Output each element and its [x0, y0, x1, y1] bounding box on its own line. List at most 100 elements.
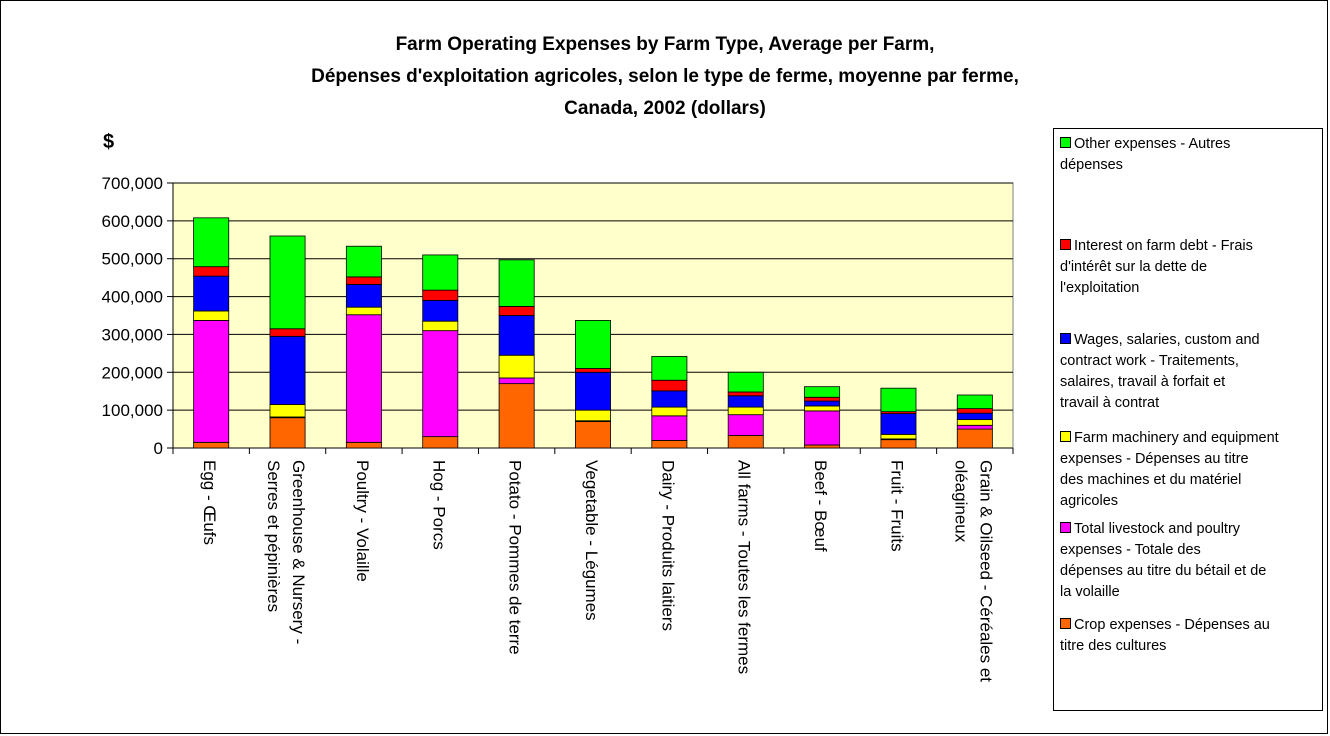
- bar-segment-wages: [956, 412, 993, 421]
- stacked-bar-chart: 0 100,000 200,000 300,000 400,000 500,000 600,…: [102, 174, 1014, 682]
- bar-segment-wages: [422, 299, 459, 322]
- bar-segment-crop: [804, 444, 841, 449]
- bar-segment-crop: [345, 441, 382, 449]
- bar-segment-wages: [498, 315, 535, 356]
- bar-segment-other: [651, 355, 688, 381]
- x-tick-label: Greenhouse & Nursery -: [289, 460, 308, 644]
- bar-segment-machinery: [498, 354, 535, 379]
- legend-item-label: la volaille: [1060, 584, 1120, 600]
- bar-segment-machinery: [804, 405, 841, 412]
- bar-segment-wages: [804, 400, 841, 407]
- legend-item-label: d'intérêt sur la dette de: [1060, 259, 1208, 275]
- bar-segment-other: [345, 245, 382, 278]
- bar-segment-interest: [804, 396, 841, 402]
- bar-segment-machinery: [193, 310, 230, 321]
- legend-item-machinery: Farm machinery and equipment expenses - D…: [1060, 428, 1320, 512]
- x-tick-label: oléagineux: [951, 460, 970, 543]
- y-tick-label: 500,000: [102, 250, 163, 269]
- legend-item-label: titre des cultures: [1060, 638, 1167, 654]
- bar-segment-machinery: [651, 406, 688, 417]
- chart-title-line-1: Farm Operating Expenses by Farm Type, Av…: [395, 34, 935, 55]
- bar-segment-wages: [575, 371, 611, 411]
- bar-segment-other: [727, 371, 764, 393]
- x-tick-label: All farms - Toutes les fermes: [735, 460, 754, 674]
- legend-item-crop: Crop expenses - Dépenses au titre des cul…: [1060, 615, 1320, 657]
- bar-segment-machinery: [727, 406, 764, 416]
- y-tick-label: 200,000: [102, 363, 163, 382]
- x-tick-label: Vegetable - Légumes: [582, 460, 601, 621]
- bar-segment-machinery: [956, 419, 993, 426]
- legend-item-label: Total livestock and poultry: [1060, 519, 1320, 540]
- x-tick-label: Serres et pépinières: [264, 460, 283, 612]
- legend-item-label: Farm machinery and equipment: [1060, 428, 1320, 449]
- y-axis-label: $: [103, 131, 115, 153]
- bar-segment-crop: [422, 436, 459, 449]
- x-tick-label: Grain & Oilseed - Céréales et: [976, 460, 995, 682]
- legend-swatch: [1060, 137, 1071, 148]
- bar-segment-crop: [498, 383, 535, 449]
- bar-segment-machinery: [422, 320, 459, 332]
- legend-swatch: [1060, 333, 1071, 344]
- bar-segment-livestock: [345, 314, 382, 443]
- legend-item-label: Crop expenses - Dépenses au: [1060, 615, 1320, 636]
- legend: Other expenses - Autres dépenses Interest …: [1053, 128, 1323, 711]
- bar-segment-crop: [956, 428, 993, 449]
- legend-item-label: Other expenses - Autres: [1060, 134, 1320, 155]
- bar-segment-crop: [651, 440, 688, 449]
- x-tick-label: Fruit - Fruits: [887, 460, 906, 552]
- y-tick-label: 400,000: [102, 288, 163, 307]
- bar-segment-crop: [269, 417, 306, 449]
- legend-item-other: Other expenses - Autres dépenses: [1060, 134, 1320, 176]
- bar-segment-crop: [193, 441, 230, 449]
- legend-item-wages: Wages, salaries, custom and contract work…: [1060, 330, 1320, 414]
- bar-segment-interest: [651, 379, 688, 392]
- legend-item-label: Wages, salaries, custom and: [1060, 330, 1320, 351]
- legend-item-label: salaires, travail à forfait et: [1060, 374, 1226, 390]
- bar-segment-livestock: [422, 330, 459, 438]
- legend-item-label: expenses - Totale des: [1060, 542, 1201, 558]
- chart-title-line-2: Dépenses d'exploitation agricoles, selon…: [311, 66, 1019, 87]
- legend-item-label: dépenses: [1060, 157, 1123, 173]
- y-tick-label: 600,000: [102, 212, 163, 231]
- legend-swatch: [1060, 431, 1071, 442]
- y-tick-label: 700,000: [102, 174, 163, 193]
- legend-swatch: [1060, 522, 1071, 533]
- bar-segment-crop: [727, 435, 764, 449]
- x-tick-label: Poultry - Volaille: [353, 460, 372, 582]
- bar-segment-wages: [269, 335, 306, 405]
- bar-segment-crop: [880, 439, 917, 449]
- bar-segment-interest: [193, 266, 230, 277]
- bar-segment-wages: [880, 413, 917, 435]
- bar-segment-machinery: [880, 433, 917, 440]
- bar-segment-other: [575, 320, 611, 369]
- x-tick-label: Egg - Œufs: [200, 460, 219, 545]
- bar-segment-other: [422, 254, 459, 291]
- bar-segment-livestock: [956, 424, 993, 430]
- bar-segment-machinery: [575, 409, 611, 422]
- bar-segment-wages: [727, 395, 764, 408]
- bar-segment-interest: [575, 368, 611, 373]
- x-tick-label: Beef - Bœuf: [811, 460, 830, 552]
- x-tick-label: Dairy - Produits laitiers: [658, 460, 677, 631]
- bar-segment-livestock: [651, 415, 688, 441]
- legend-item-label: dépenses au titre du bétail et de: [1060, 563, 1267, 579]
- bar-segment-livestock: [193, 320, 230, 443]
- x-tick-label: Potato - Pommes de terre: [506, 460, 525, 655]
- legend-item-label: travail à contrat: [1060, 395, 1160, 411]
- y-tick-label: 300,000: [102, 325, 163, 344]
- y-tick-label: 100,000: [102, 401, 163, 420]
- bar-segment-interest: [269, 328, 306, 337]
- bar-segment-other: [804, 386, 841, 398]
- bar-segment-interest: [956, 408, 993, 414]
- legend-item-label: Interest on farm debt - Frais: [1060, 236, 1320, 257]
- bar-segment-livestock: [727, 414, 764, 436]
- legend-item-label: contract work - Traitements,: [1060, 353, 1239, 369]
- bar-segment-interest: [727, 391, 764, 397]
- bar-segment-wages: [345, 284, 382, 308]
- y-tick-label: 0: [154, 439, 163, 458]
- bar-segment-interest: [498, 306, 535, 316]
- bar-segment-interest: [345, 276, 382, 285]
- bar-segment-other: [880, 387, 917, 413]
- x-tick-label: Hog - Porcs: [429, 460, 448, 550]
- bar-segment-other: [269, 235, 306, 330]
